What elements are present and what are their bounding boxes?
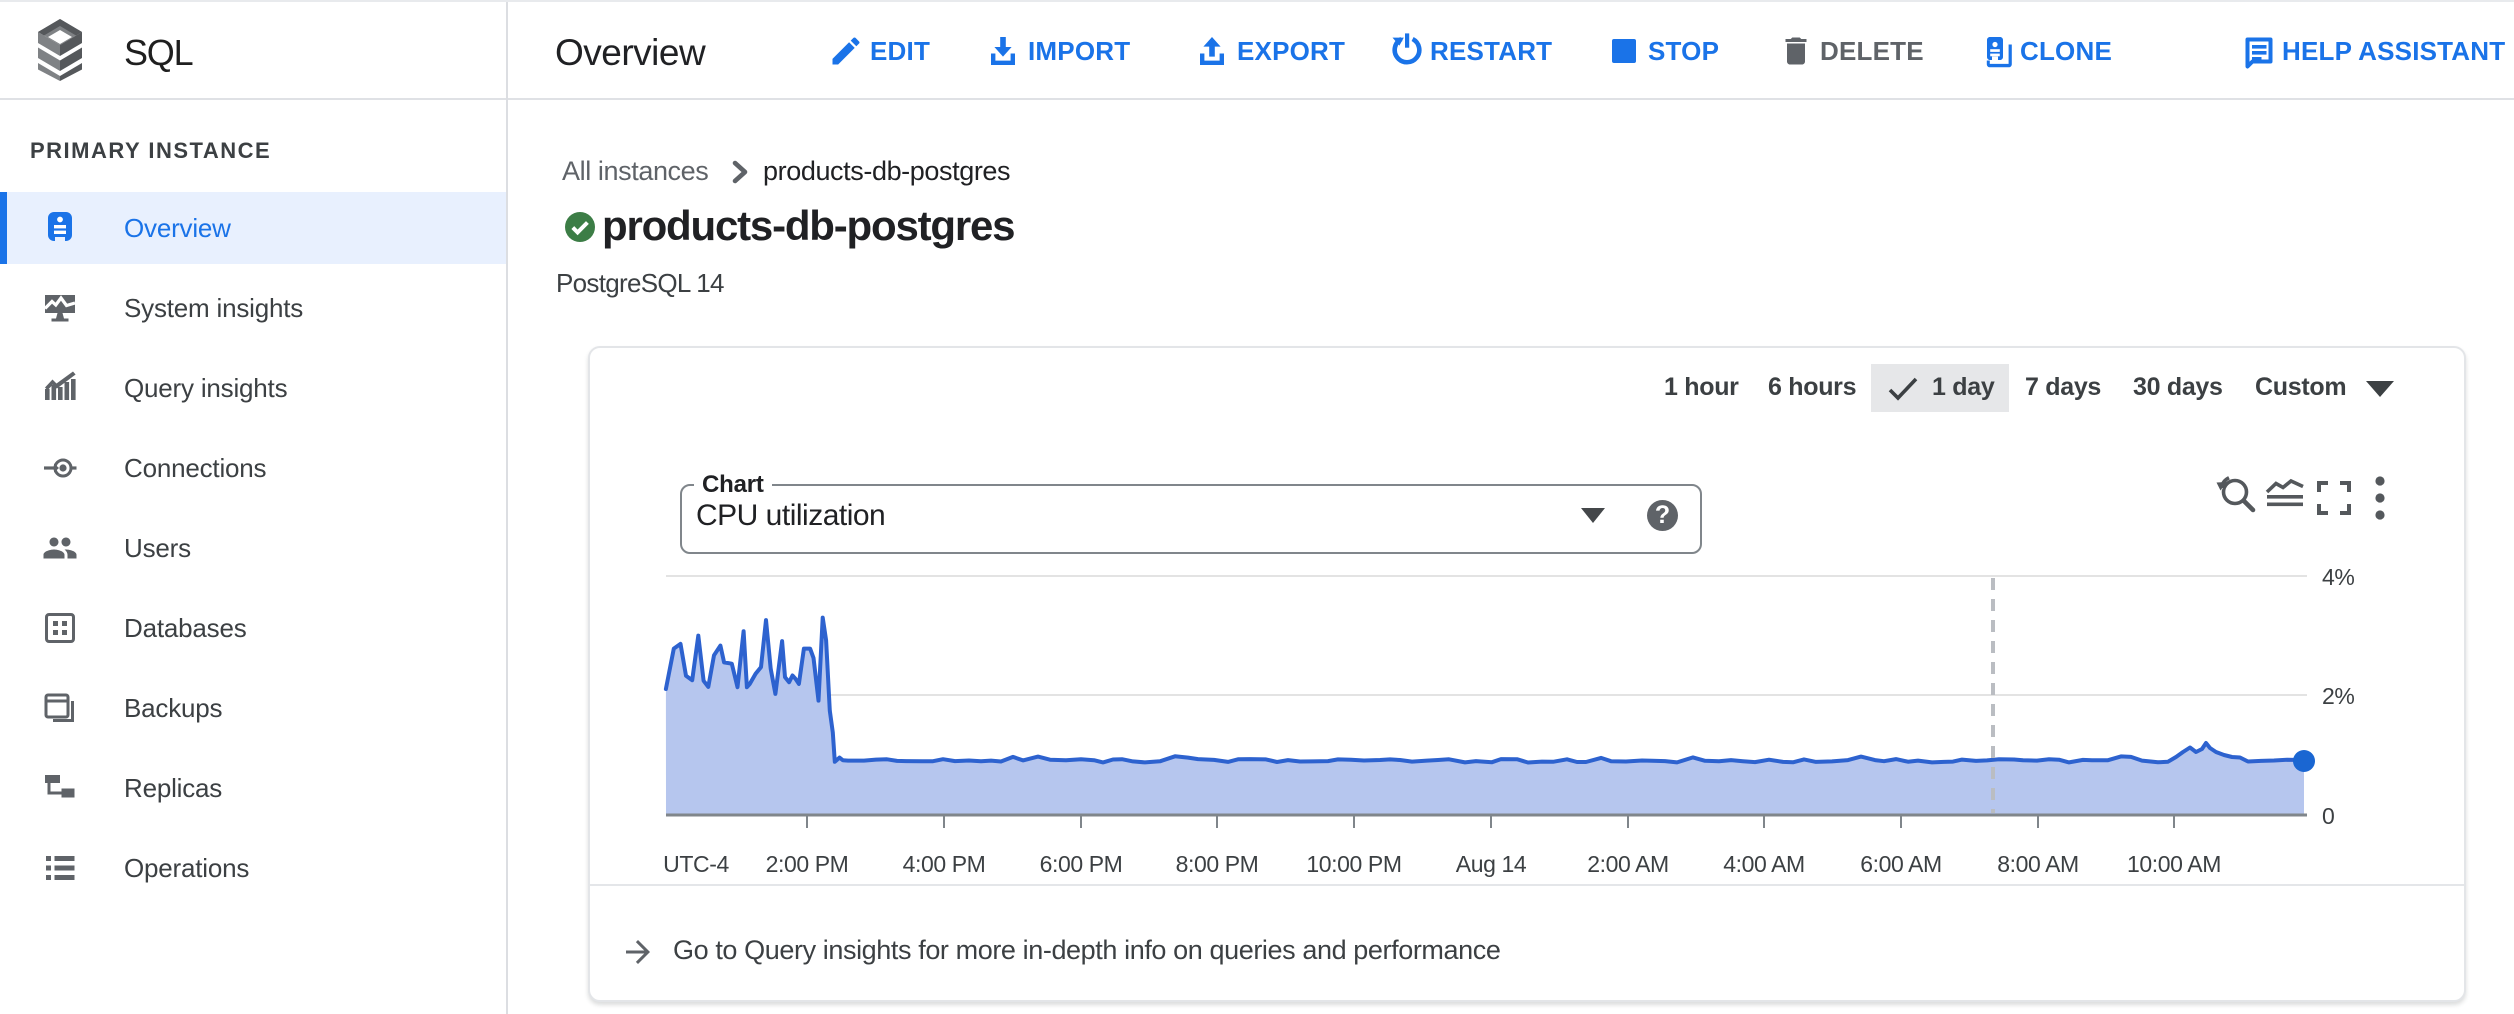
svg-text:4:00 PM: 4:00 PM [903, 851, 986, 877]
svg-text:6:00 AM: 6:00 AM [1860, 851, 1942, 877]
svg-text:2%: 2% [2322, 683, 2354, 709]
svg-text:2:00 AM: 2:00 AM [1587, 851, 1669, 877]
svg-text:8:00 PM: 8:00 PM [1176, 851, 1259, 877]
svg-text:10:00 AM: 10:00 AM [2127, 851, 2221, 877]
svg-text:10:00 PM: 10:00 PM [1306, 851, 1401, 877]
svg-text:4%: 4% [2322, 564, 2354, 590]
svg-text:Aug 14: Aug 14 [1456, 851, 1527, 877]
svg-text:0: 0 [2322, 803, 2334, 829]
svg-text:UTC-4: UTC-4 [663, 851, 729, 877]
svg-text:2:00 PM: 2:00 PM [766, 851, 849, 877]
svg-text:8:00 AM: 8:00 AM [1997, 851, 2079, 877]
svg-text:4:00 AM: 4:00 AM [1723, 851, 1805, 877]
svg-text:6:00 PM: 6:00 PM [1040, 851, 1123, 877]
